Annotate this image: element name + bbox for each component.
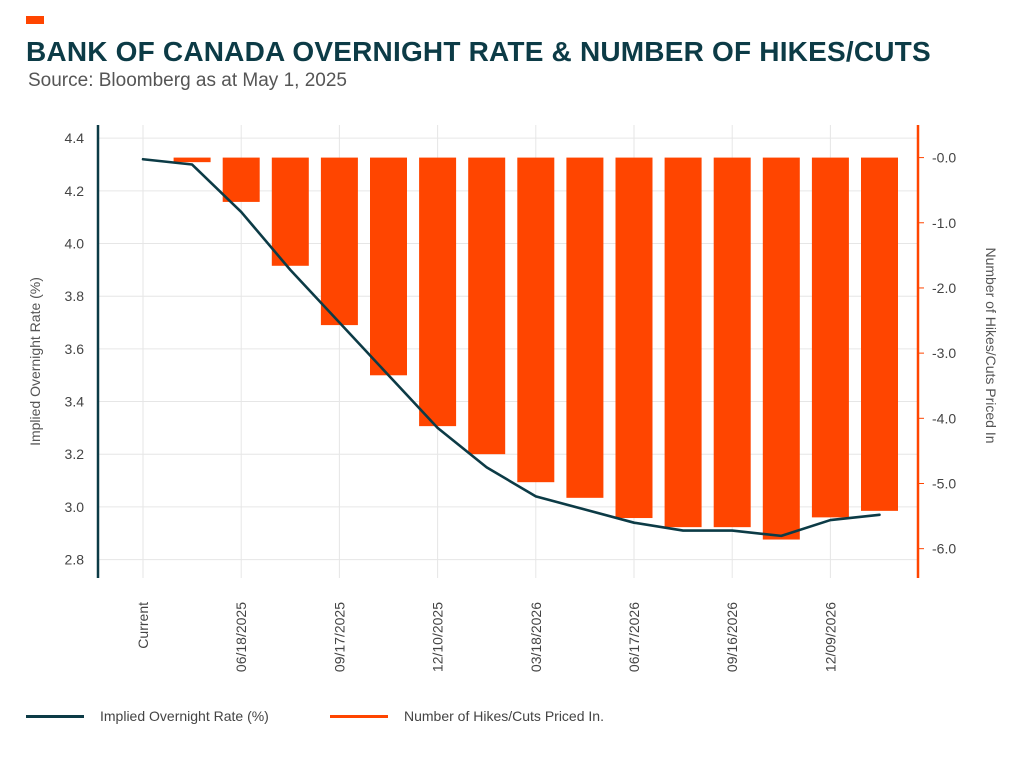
chart-title: BANK OF CANADA OVERNIGHT RATE & NUMBER O… bbox=[26, 36, 931, 67]
y-right-tick-label: -3.0 bbox=[932, 345, 956, 361]
y-right-tick-label: -4.0 bbox=[932, 410, 956, 426]
y-left-tick-label: 4.2 bbox=[65, 183, 85, 199]
bar-mark bbox=[566, 157, 604, 498]
bar-mark bbox=[713, 157, 751, 528]
legend-item-line: Implied Overnight Rate (%) bbox=[26, 708, 269, 724]
y-right-tick-label: -1.0 bbox=[932, 215, 956, 231]
y-right-tick-label: -6.0 bbox=[932, 541, 956, 557]
bar-mark bbox=[222, 157, 260, 202]
y-left-tick-label: 4.4 bbox=[65, 130, 85, 146]
bar-mark bbox=[173, 157, 211, 163]
legend-bar-swatch bbox=[330, 714, 388, 718]
bar-series bbox=[173, 157, 898, 540]
bar-mark bbox=[615, 157, 653, 519]
legend-line-swatch bbox=[26, 714, 84, 718]
y-left-tick-label: 4.0 bbox=[65, 236, 85, 252]
bar-mark bbox=[320, 157, 358, 326]
y-axis-right-label: Number of Hikes/Cuts Priced In bbox=[983, 247, 999, 443]
x-tick-label: 06/18/2025 bbox=[233, 602, 249, 672]
bar-mark bbox=[271, 157, 309, 266]
x-tick-label: 12/10/2025 bbox=[430, 602, 446, 672]
accent-mark bbox=[26, 16, 44, 24]
y-left-tick-label: 3.6 bbox=[65, 341, 85, 357]
legend-item-bar: Number of Hikes/Cuts Priced In. bbox=[330, 708, 604, 724]
bar-mark bbox=[811, 157, 849, 518]
y-left-tick-label: 3.2 bbox=[65, 446, 85, 462]
x-tick-label: 03/18/2026 bbox=[528, 602, 544, 672]
chart-area: 4.4 4.2 4.0 3.8 3.6 3.4 3.2 3.0 2.8 -0.0 -1.0 -2.0 -… bbox=[27, 125, 999, 672]
y-left-tick-label: 3.0 bbox=[65, 499, 85, 515]
bar-mark bbox=[468, 157, 506, 455]
axes: 4.4 4.2 4.0 3.8 3.6 3.4 3.2 3.0 2.8 -0.0 -1.0 -2.0 -… bbox=[65, 125, 956, 672]
x-tick-label: 09/16/2026 bbox=[724, 602, 740, 672]
bar-mark bbox=[517, 157, 555, 483]
y-left-tick-label: 3.8 bbox=[65, 288, 85, 304]
bar-mark bbox=[762, 157, 800, 540]
line-series bbox=[141, 157, 881, 538]
y-left-tick-label: 2.8 bbox=[65, 552, 85, 568]
chart-subtitle: Source: Bloomberg as at May 1, 2025 bbox=[28, 70, 347, 91]
legend-line-label: Implied Overnight Rate (%) bbox=[100, 708, 269, 724]
y-right-tick-label: -2.0 bbox=[932, 280, 956, 296]
bar-mark bbox=[370, 157, 407, 376]
y-right-tick-label: -5.0 bbox=[932, 475, 956, 491]
y-axis-left-label: Implied Overnight Rate (%) bbox=[27, 277, 43, 446]
bar-mark bbox=[664, 157, 702, 528]
rate-line bbox=[141, 157, 881, 538]
x-tick-label: 06/17/2026 bbox=[626, 602, 642, 672]
bar-mark bbox=[419, 157, 457, 427]
x-tick-label: 09/17/2025 bbox=[331, 602, 347, 672]
x-tick-label: 12/09/2026 bbox=[822, 602, 838, 672]
y-right-tick-label: -0.0 bbox=[932, 150, 956, 166]
x-tick-label: Current bbox=[135, 602, 151, 649]
legend-bar-label: Number of Hikes/Cuts Priced In. bbox=[404, 708, 604, 724]
bar-mark bbox=[861, 157, 898, 511]
y-left-tick-label: 3.4 bbox=[65, 394, 85, 410]
